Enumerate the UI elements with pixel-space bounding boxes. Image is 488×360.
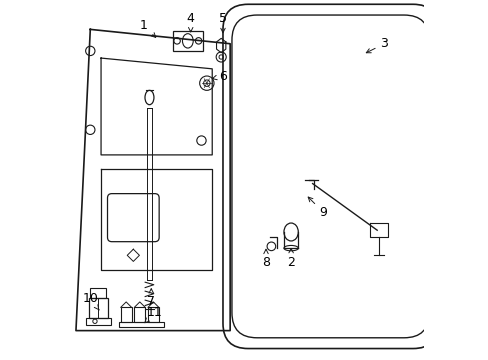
Text: 4: 4	[186, 12, 194, 32]
Bar	[134, 307, 145, 321]
Text: 6: 6	[212, 69, 226, 82]
Bar	[121, 307, 131, 321]
Bar	[148, 307, 159, 321]
Text: 11: 11	[144, 306, 163, 323]
Bar	[119, 321, 163, 327]
Bar	[90, 288, 106, 298]
Text: 5: 5	[219, 12, 226, 33]
Text: 1: 1	[140, 19, 155, 37]
Text: 2: 2	[286, 248, 294, 269]
Bar	[172, 31, 203, 51]
Text: 10: 10	[82, 292, 99, 310]
Text: 7: 7	[147, 289, 155, 309]
Text: 8: 8	[262, 249, 269, 269]
Bar	[85, 318, 111, 324]
Text: 9: 9	[307, 197, 326, 219]
Bar	[88, 298, 108, 318]
Text: 3: 3	[366, 37, 387, 53]
